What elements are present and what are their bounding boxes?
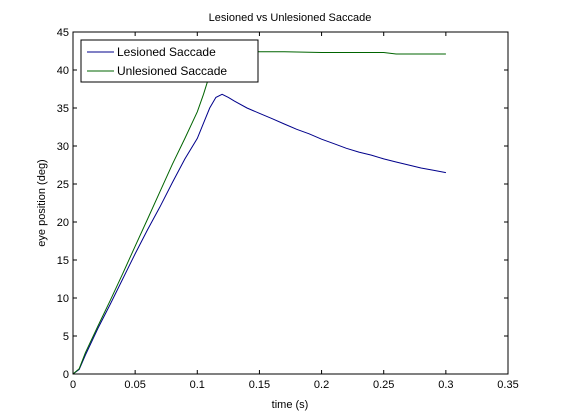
chart-title: Lesioned vs Unlesioned Saccade xyxy=(209,12,372,24)
plot-frame xyxy=(72,31,509,375)
y-tick-label: 20 xyxy=(57,217,69,229)
x-tick-label: 0.1 xyxy=(190,379,205,391)
legend-box xyxy=(80,39,259,83)
y-tick-label: 30 xyxy=(57,141,69,153)
legend-label-unlesioned: Unlesioned Saccade xyxy=(117,64,227,78)
y-tick-label: 10 xyxy=(57,293,69,305)
legend-label-lesioned: Lesioned Saccade xyxy=(117,45,216,59)
y-tick-label: 25 xyxy=(57,179,69,191)
y-axis-label: eye position (deg) xyxy=(36,159,48,246)
x-tick-label: 0.3 xyxy=(438,379,453,391)
x-tick-label: 0.35 xyxy=(497,379,518,391)
plot-area xyxy=(73,32,508,374)
legend: Lesioned Saccade Unlesioned Saccade xyxy=(80,39,259,83)
series-line-unlesioned xyxy=(72,51,446,375)
series-line-lesioned xyxy=(72,93,446,375)
x-tick-label: 0.2 xyxy=(314,379,329,391)
y-tick-label: 45 xyxy=(57,27,69,39)
axis-ticks: 0 0.05 0.1 0.15 0.2 0.25 0.3 0.35 0 5 10 15 20 25 30 35… xyxy=(57,27,519,391)
x-tick-label: 0.25 xyxy=(373,379,394,391)
x-tick-label: 0.15 xyxy=(249,379,270,391)
data-series xyxy=(72,51,446,375)
y-tick-label: 35 xyxy=(57,103,69,115)
x-tick-label: 0 xyxy=(70,379,76,391)
x-axis-label: time (s) xyxy=(272,399,309,411)
y-tick-label: 0 xyxy=(63,369,69,381)
y-tick-label: 5 xyxy=(63,331,69,343)
y-tick-label: 40 xyxy=(57,65,69,77)
x-tick-label: 0.05 xyxy=(124,379,145,391)
y-tick-label: 15 xyxy=(57,255,69,267)
